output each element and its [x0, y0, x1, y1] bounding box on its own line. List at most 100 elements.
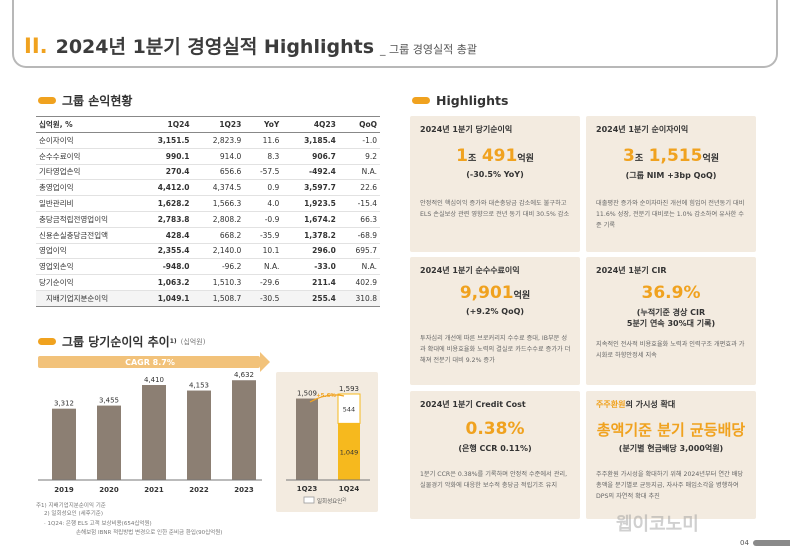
table-cell: 2,808.2	[192, 211, 245, 228]
table-cell: 기타영업손익	[36, 164, 136, 181]
table-cell: -30.5	[244, 290, 283, 307]
page-title: II. 2024년 1분기 경영실적 Highlights _ 그룹 경영실적 …	[24, 32, 477, 59]
footnote-line: 손해보험 IBNR 적립방법 변경으로 인한 준비금 환입(90십억원)	[76, 530, 223, 536]
card-sub: (+9.2% QoQ)	[465, 307, 525, 316]
table-cell: 3,151.5	[136, 132, 193, 149]
col-header: 1Q24	[136, 116, 193, 133]
x-tick-label: 2023	[234, 486, 254, 494]
orange-pill-icon	[412, 97, 430, 104]
table-row: 충당금적립전영업이익 2,783.8 2,808.2 -0.9 1,674.2 66.3	[36, 211, 380, 228]
card-title: 2024년 1분기 Credit Cost	[420, 400, 526, 409]
table-cell: 1,378.2	[282, 227, 339, 244]
header-frame	[12, 0, 778, 68]
bar-2020	[97, 405, 121, 480]
cagr-label: CAGR 8.7%	[125, 358, 175, 367]
table-cell: 402.9	[338, 274, 380, 291]
table-row: 기타영업손익 270.4 656.6 -57.5 -492.4 N.A.	[36, 164, 380, 181]
table-cell: -948.0	[136, 258, 193, 276]
table-cell: 충당금적립전영업이익	[36, 211, 136, 228]
highlight-card-shareholder-return: 주주환원의 가시성 확대 총액기준 분기 균등배당 (분기별 현금배당 3,00…	[586, 391, 756, 519]
section-number: II.	[24, 34, 48, 58]
table-cell: 2,783.8	[136, 211, 193, 228]
table-cell: 4.0	[244, 195, 283, 212]
table-cell: N.A.	[338, 258, 380, 276]
bar-1Q24-one-off	[337, 393, 361, 424]
table-row: 순이자이익 3,151.5 2,823.9 11.6 3,185.4 -1.0	[36, 132, 380, 149]
table-cell: 1,923.5	[282, 195, 339, 212]
table-cell: -35.9	[244, 227, 283, 244]
table-header-row: 십억원, % 1Q24 1Q23 YoY 4Q23 QoQ	[36, 116, 380, 133]
col-header: 십억원, %	[36, 116, 136, 133]
table-cell: -15.4	[338, 195, 380, 212]
table-cell: 1,674.2	[282, 211, 339, 228]
bar-2023	[232, 380, 256, 480]
table-cell: 1,628.2	[136, 195, 193, 212]
table-row: 영업외손익 -948.0 -96.2 N.A. -33.0 N.A.	[36, 258, 380, 276]
card-sub: (은행 CCR 0.11%)	[458, 444, 532, 453]
bar-2021	[142, 385, 166, 480]
table-cell: 10.1	[244, 243, 283, 260]
table-cell: 310.8	[338, 290, 380, 307]
card-desc: 안정적인 핵심이익 증가와 대손충당금 감소에도 불구하고 ELS 손실보상 관…	[420, 200, 570, 218]
table-row: 순수수료이익 990.1 914.0 8.3 906.7 9.2	[36, 148, 380, 165]
table-row: 총영업이익 4,412.0 4,374.5 0.9 3,597.7 22.6	[36, 179, 380, 197]
title-text: 2024년 1분기 경영실적 Highlights	[55, 36, 375, 58]
highlights-heading: Highlights	[412, 93, 508, 108]
card-title: 2024년 1분기 CIR	[596, 266, 667, 275]
card-title: 2024년 1분기 당기순이익	[420, 125, 513, 134]
col-header: 4Q23	[282, 116, 339, 133]
x-tick-label: 1Q24	[339, 485, 360, 493]
page-bar	[752, 540, 790, 546]
card-value: 3조 1,515억원	[622, 146, 720, 166]
card-title: 주주환원의 가시성 확대	[596, 400, 676, 409]
table-cell: -33.0	[282, 258, 339, 276]
legend-swatch	[303, 496, 315, 504]
table-cell: 8.3	[244, 148, 283, 165]
table-cell: 당기순이익	[36, 274, 136, 291]
growth-label: +5.6%	[316, 393, 336, 399]
table-cell: 66.3	[338, 211, 380, 228]
table-cell: 695.7	[338, 243, 380, 260]
table-cell: 9.2	[338, 148, 380, 165]
highlight-card-cir: 2024년 1분기 CIR 36.9% (누적기준 경상 CIR 5분기 연속 …	[586, 257, 756, 385]
watermark: 웹이코노미	[616, 514, 699, 535]
table-cell: 일반관리비	[36, 195, 136, 212]
card-desc: 주주환원 가시성을 확대하기 위해 2024년부터 연간 배당총액을 분기별로 …	[596, 471, 744, 500]
table-cell: -96.2	[192, 258, 245, 276]
table-cell: N.A.	[244, 258, 283, 276]
table-cell: 990.1	[136, 148, 193, 165]
table-cell: 1,049.1	[136, 290, 193, 307]
table-cell: -0.9	[244, 211, 283, 228]
table-cell: 순수수료이익	[36, 148, 136, 165]
cagr-band	[38, 356, 260, 368]
bar-inner-label: 544	[343, 406, 355, 414]
title-subtitle: _ 그룹 경영실적 총괄	[380, 43, 477, 56]
table-cell: 2,355.4	[136, 243, 193, 260]
card-desc: 1분기 CCR은 0.38%를 기록하며 안정적 수준에서 관리, 실물경기 악…	[420, 471, 568, 489]
trend-section-heading: 그룹 당기순이익 추이 1) (십억원)	[38, 333, 205, 350]
table-cell: 4,374.5	[192, 179, 245, 197]
bar-inner-label: 1,049	[340, 449, 359, 457]
bar-value-label: 4,632	[234, 371, 254, 379]
bar-total-label: 1,593	[339, 385, 359, 393]
bar-2022	[187, 390, 211, 480]
bar-2019	[52, 408, 76, 480]
table-cell: 신용손실충당금전입액	[36, 227, 136, 244]
page-indicator: 04	[740, 539, 790, 547]
card-value: 1조 491억원	[456, 146, 534, 166]
table-cell: 영업이익	[36, 243, 136, 260]
table-cell: 0.9	[244, 179, 283, 197]
x-tick-label: 1Q23	[297, 485, 318, 493]
quarter-net-income-chart: 1,509 1Q23 1,049 544 1,593 1Q24 +5.6% 일회성요인2)	[286, 385, 370, 505]
table-cell: 1,510.3	[192, 274, 245, 291]
table-cell: -492.4	[282, 164, 339, 181]
table-cell: 270.4	[136, 164, 193, 181]
card-sub: (누적기준 경상 CIR	[636, 308, 706, 317]
card-value: 36.9%	[641, 283, 701, 303]
bar-value-label: 4,153	[189, 382, 209, 390]
income-table: 십억원, % 1Q24 1Q23 YoY 4Q23 QoQ 순이자이익 3,151…	[36, 116, 380, 307]
highlight-card-net-income: 2024년 1분기 당기순이익 1조 491억원 (-30.5% YoY) 안정…	[410, 116, 580, 252]
bar-value-label: 3,455	[99, 397, 119, 405]
table-cell: 지배기업지분순이익	[36, 290, 136, 307]
footnote-line: 2) 일회성요인 (세후기준)	[44, 511, 103, 517]
